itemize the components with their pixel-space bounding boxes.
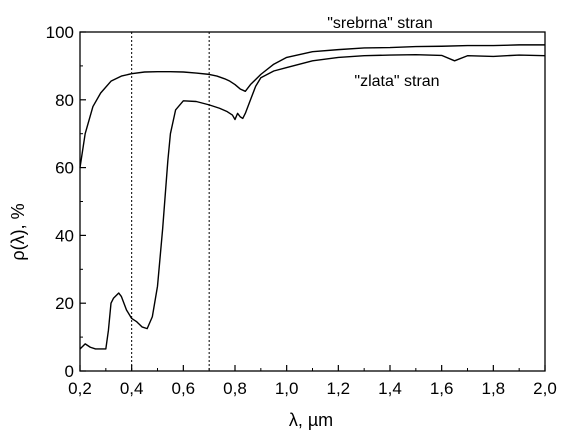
annotation-zlata-stran: "zlata" stran: [354, 73, 439, 90]
y-tick-label: 80: [55, 91, 74, 110]
x-tick-label: 1,2: [327, 379, 351, 398]
x-tick-labels: 0,2 0,4 0,6 0,8 1,0 1,2 1,4 1,6 1,8 2,0: [68, 379, 557, 398]
x-tick-label: 1,8: [482, 379, 506, 398]
plot-frame: [79, 31, 546, 372]
x-axis-label: λ, µm: [289, 410, 333, 430]
x-tick-label: 1,6: [430, 379, 454, 398]
y-tick-label: 0: [65, 362, 74, 381]
x-tick-label: 0,8: [223, 379, 247, 398]
x-tick-label: 0,4: [120, 379, 144, 398]
series-layer: [79, 44, 546, 350]
x-tick-label: 0,6: [172, 379, 196, 398]
x-tick-label: 1,4: [378, 379, 402, 398]
y-tick-label: 20: [55, 294, 74, 313]
series-line-zlata: [79, 54, 546, 350]
y-tick-label: 60: [55, 159, 74, 178]
y-tick-labels: 0 20 40 60 80 100: [46, 23, 74, 381]
series-line-srebrna: [79, 44, 545, 168]
axes: [79, 31, 546, 372]
x-tick-label: 2,0: [533, 379, 557, 398]
reference-lines: [131, 32, 210, 371]
annotation-srebrna-stran: "srebrna" stran: [327, 15, 433, 32]
y-tick-label: 100: [46, 23, 74, 42]
x-tick-label: 1,0: [275, 379, 299, 398]
y-axis-label: ρ(λ), %: [8, 203, 28, 260]
x-tick-label: 0,2: [68, 379, 92, 398]
y-tick-label: 40: [55, 226, 74, 245]
